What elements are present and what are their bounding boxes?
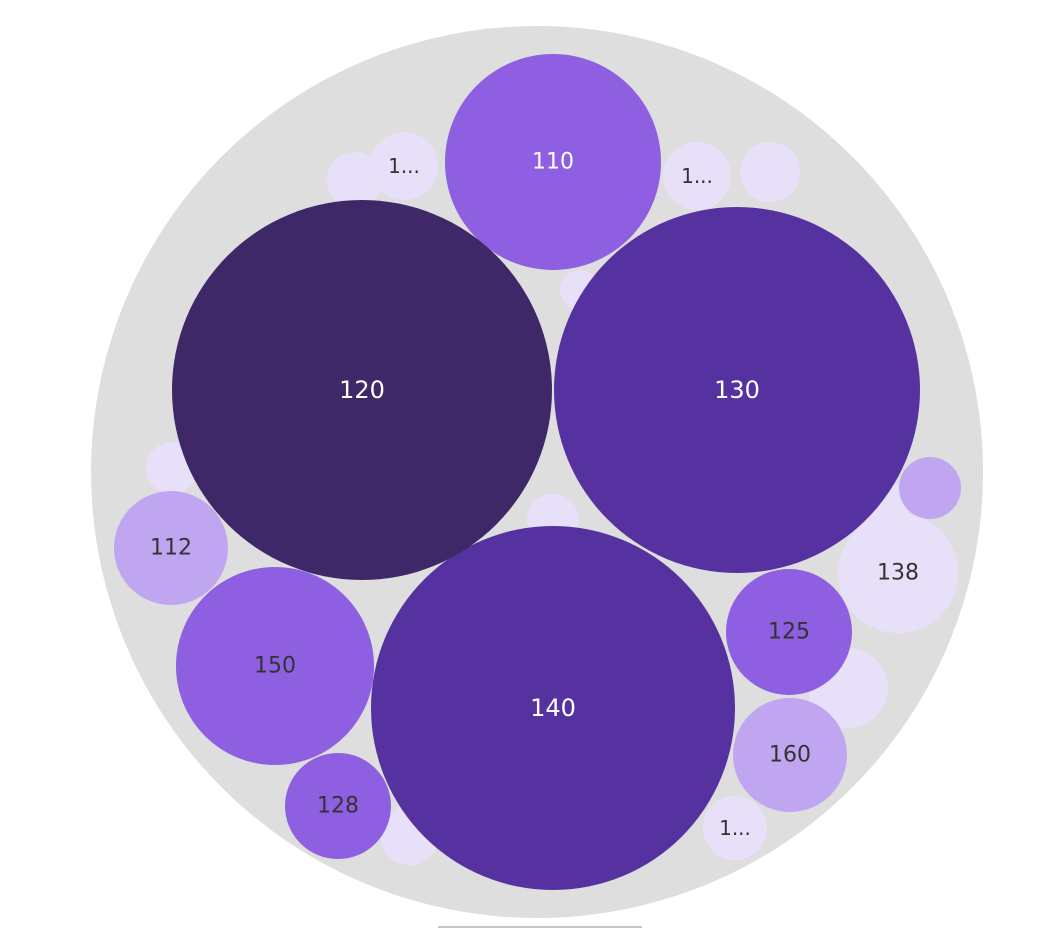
bubble-label: 140 [530,694,576,722]
bubble [114,491,228,605]
bubble-label: 120 [339,376,385,404]
bubble-label: 138 [877,561,919,586]
bubble-label: 112 [150,536,192,561]
bubble [172,200,552,580]
bubble-label: 125 [768,620,810,645]
bubble-group: 1... 1... 1... 128 112 160 138 125 150 110 140 130 1… [114,54,961,890]
bubble [733,698,847,812]
divider [438,926,642,928]
bubble [703,796,767,860]
bubble [554,207,920,573]
bubble [371,526,735,890]
bubble [740,142,800,202]
bubble-label: 1... [719,816,751,840]
bubble-label: 1... [388,154,420,178]
bubble [176,567,374,765]
bubble [899,457,961,519]
bubble-label: 128 [317,794,359,819]
bubble-label: 130 [714,376,760,404]
bubble-label: 1... [681,164,713,188]
bubble [370,132,438,200]
bubble-label: 110 [532,150,574,175]
bubble [663,142,731,210]
bubble [327,152,383,208]
bubble [445,54,661,270]
bubble [838,513,958,633]
bubble-label: 150 [254,654,296,679]
bubble-label: 160 [769,743,811,768]
bubble [726,569,852,695]
bubble [285,753,391,859]
